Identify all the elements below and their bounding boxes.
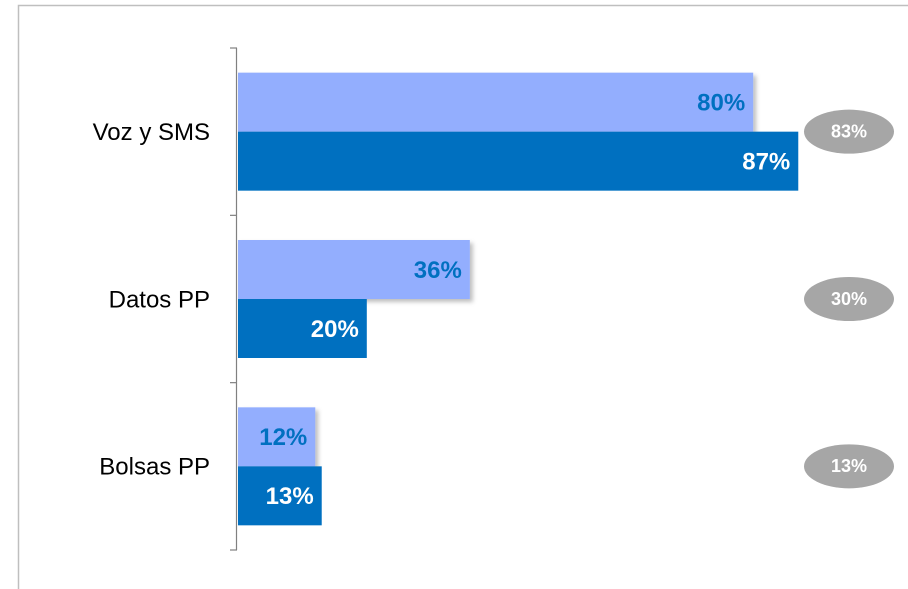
category-label: Bolsas PP xyxy=(99,454,210,481)
value-label: 36% xyxy=(414,257,462,284)
bar xyxy=(238,407,316,467)
total-label: 83% xyxy=(831,121,867,141)
bar xyxy=(238,299,367,358)
value-label: 80% xyxy=(697,90,745,117)
total-label: 13% xyxy=(831,456,867,476)
total-badge xyxy=(804,444,894,489)
bar xyxy=(238,240,470,299)
value-label: 20% xyxy=(311,316,359,343)
frame xyxy=(17,4,908,589)
bar xyxy=(238,131,799,191)
bar xyxy=(238,72,754,132)
bar xyxy=(238,466,322,526)
total-badge xyxy=(804,109,894,154)
value-label: 12% xyxy=(259,424,307,451)
category-label: Datos PP xyxy=(109,286,210,313)
total-label: 30% xyxy=(831,289,867,309)
category-label: Voz y SMS xyxy=(93,119,210,146)
value-label: 87% xyxy=(742,149,790,176)
total-badge xyxy=(804,277,894,321)
value-label: 13% xyxy=(266,483,314,510)
